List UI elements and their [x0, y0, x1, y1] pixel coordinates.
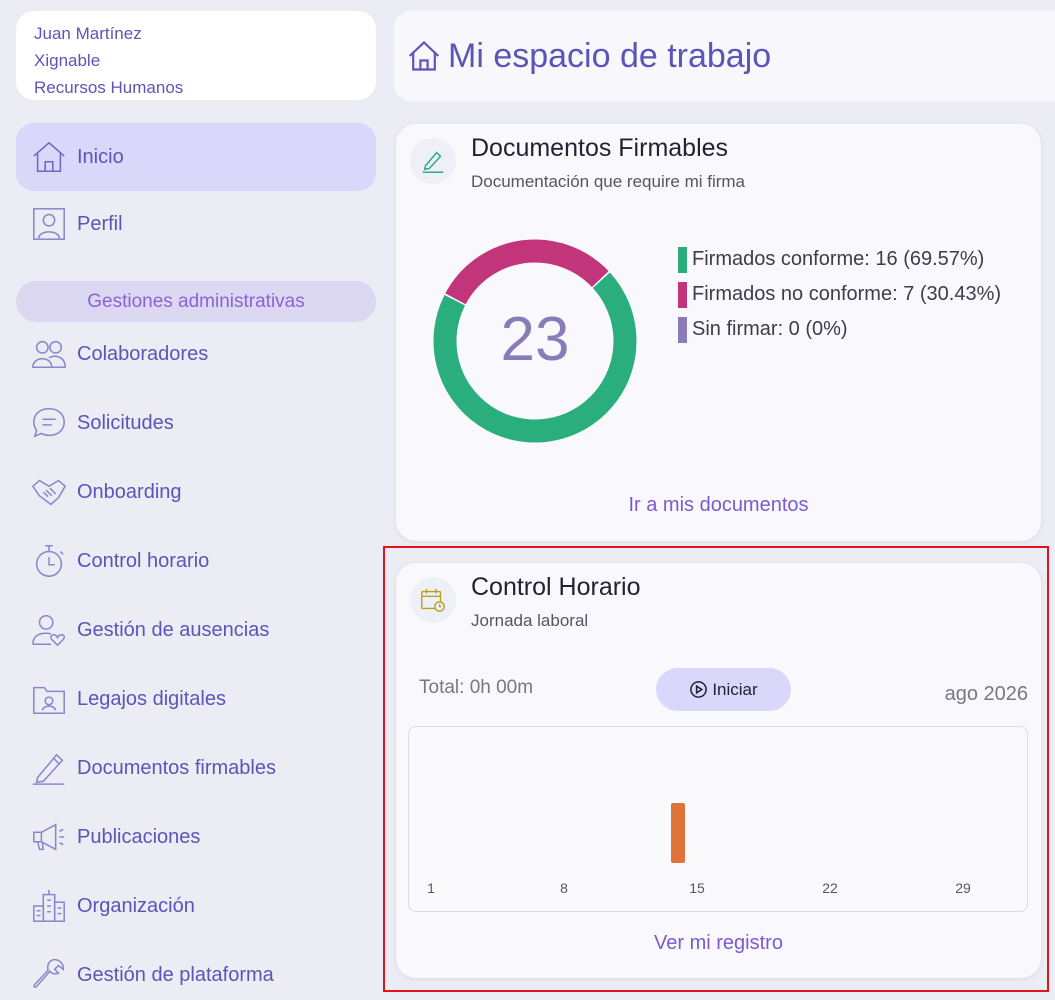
nav-item-onboarding[interactable]: Onboarding: [16, 458, 376, 526]
nav-item-control-horario[interactable]: Control horario: [16, 527, 376, 595]
user-company: Xignable: [34, 51, 101, 70]
x-tick-label: 29: [955, 880, 971, 896]
nav-item-organizacion[interactable]: Organización: [16, 872, 376, 940]
nav-label-ausencias: Gestión de ausencias: [77, 618, 270, 641]
total-time: Total: 0h 00m: [419, 677, 534, 698]
legend-label: Sin firmar: 0 (0%): [692, 318, 848, 340]
legend-item: Firmados no conforme: 7 (30.43%): [678, 277, 1001, 312]
nav-item-documentos[interactable]: Documentos firmables: [16, 734, 376, 802]
nav-item-ausencias[interactable]: Gestión de ausencias: [16, 596, 376, 664]
documentos-donut-chart: 23: [433, 239, 637, 443]
nav-label-legajos: Legajos digitales: [77, 687, 226, 710]
nav-label-solicitudes: Solicitudes: [77, 411, 174, 434]
handshake-icon: [30, 473, 68, 511]
home-icon: [30, 138, 68, 176]
legend-swatch: [678, 246, 687, 273]
x-tick-label: 1: [427, 880, 435, 896]
nav-item-colaboradores[interactable]: Colaboradores: [16, 320, 376, 388]
building-icon: [30, 887, 68, 925]
control-subtitle: Jornada laboral: [471, 611, 589, 630]
jornada-bar-chart: 1 8 15 22 29: [408, 726, 1028, 912]
legend-swatch: [678, 281, 687, 308]
control-horario-card: Control Horario Jornada laboral Total: 0…: [396, 563, 1041, 978]
nav-item-publicaciones[interactable]: Publicaciones: [16, 803, 376, 871]
nav-label-documentos: Documentos firmables: [77, 756, 276, 779]
nav-item-legajos[interactable]: Legajos digitales: [16, 665, 376, 733]
nav-label-onboarding: Onboarding: [77, 480, 182, 503]
documentos-card: Documentos Firmables Documentación que r…: [396, 124, 1041, 541]
legend-item: Firmados conforme: 16 (69.57%): [678, 242, 1001, 277]
documentos-subtitle: Documentación que require mi firma: [471, 172, 746, 191]
legend-swatch: [678, 316, 687, 343]
x-tick-label: 15: [689, 880, 705, 896]
nav-label-inicio: Inicio: [77, 145, 124, 168]
nav-item-solicitudes[interactable]: Solicitudes: [16, 389, 376, 457]
x-tick-label: 8: [560, 880, 568, 896]
section-gestiones[interactable]: Gestiones administrativas: [16, 281, 376, 322]
pen-icon: [30, 749, 68, 787]
legend-label: Firmados no conforme: 7 (30.43%): [692, 283, 1002, 305]
x-tick-label: 22: [822, 880, 838, 896]
sign-icon: [410, 138, 456, 184]
nav-label-colaboradores: Colaboradores: [77, 342, 209, 365]
nav-label-publicaciones: Publicaciones: [77, 825, 201, 848]
play-circle-icon: [690, 681, 708, 698]
user-card: Juan Martínez Xignable Recursos Humanos: [16, 11, 376, 100]
user-department: Recursos Humanos: [34, 78, 184, 97]
nav-label-organizacion: Organización: [77, 894, 195, 917]
page-header: Mi espacio de trabajo: [394, 11, 1055, 101]
nav-label-plataforma: Gestión de plataforma: [77, 963, 274, 986]
donut-total: 23: [501, 305, 570, 374]
profile-icon: [30, 205, 68, 243]
iniciar-button[interactable]: Iniciar: [656, 668, 791, 711]
month-label: ago 2026: [944, 683, 1028, 705]
calendar-clock-icon: [410, 577, 456, 623]
donut-segment: [433, 272, 637, 443]
nav-item-perfil[interactable]: Perfil: [16, 190, 376, 258]
day-bar[interactable]: [671, 803, 685, 863]
nav-item-plataforma[interactable]: Gestión de plataforma: [16, 941, 376, 1000]
donut-segment: [445, 239, 609, 305]
user-heart-icon: [30, 611, 68, 649]
nav-label-perfil: Perfil: [77, 212, 123, 235]
control-title: Control Horario: [471, 573, 641, 601]
iniciar-label: Iniciar: [712, 679, 758, 699]
chat-icon: [30, 404, 68, 442]
nav-label-control-horario: Control horario: [77, 549, 210, 572]
legend-label: Firmados conforme: 16 (69.57%): [692, 248, 985, 270]
user-name: Juan Martínez: [34, 24, 142, 43]
folder-user-icon: [30, 680, 68, 718]
legend-item: Sin firmar: 0 (0%): [678, 312, 1001, 347]
users-icon: [30, 335, 68, 373]
home-icon: [408, 41, 440, 71]
documentos-legend: Firmados conforme: 16 (69.57%) Firmados …: [678, 242, 1001, 347]
wrench-icon: [30, 956, 68, 994]
nav-item-inicio[interactable]: Inicio: [16, 123, 376, 191]
ir-a-documentos-link[interactable]: Ir a mis documentos: [628, 494, 809, 516]
stopwatch-icon: [30, 542, 68, 580]
documentos-title: Documentos Firmables: [471, 134, 729, 162]
megaphone-icon: [30, 818, 68, 856]
page-title: Mi espacio de trabajo: [448, 36, 772, 75]
ver-registro-link[interactable]: Ver mi registro: [654, 932, 783, 954]
